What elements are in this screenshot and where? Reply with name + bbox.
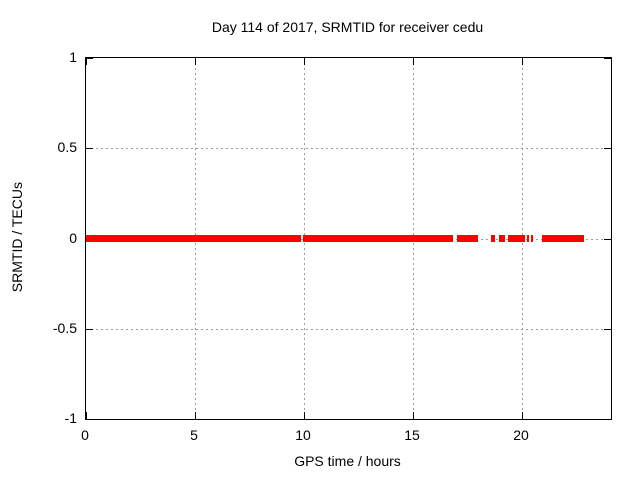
data-series-segment	[86, 235, 301, 242]
y-tick-left	[86, 148, 93, 149]
y-tick-label: 0	[69, 230, 77, 246]
y-tick-left	[86, 329, 93, 330]
y-gridline	[86, 148, 611, 149]
x-tick-label: 15	[404, 427, 420, 443]
x-tick-bottom	[304, 412, 305, 419]
data-series-segment	[303, 235, 453, 242]
x-tick-bottom	[413, 412, 414, 419]
x-tick-top	[522, 58, 523, 65]
x-tick-label: 5	[190, 427, 198, 443]
data-series-segment	[527, 235, 529, 242]
x-tick-top	[195, 58, 196, 65]
chart-title: Day 114 of 2017, SRMTID for receiver ced…	[211, 19, 484, 35]
y-tick-left	[86, 58, 93, 59]
x-tick-bottom	[86, 412, 87, 419]
y-tick-right	[604, 148, 611, 149]
x-tick-label: 20	[513, 427, 529, 443]
y-tick-right	[604, 419, 611, 420]
data-series-segment	[457, 235, 478, 242]
x-tick-top	[86, 58, 87, 65]
data-series-segment	[508, 235, 525, 242]
y-gridline	[86, 329, 611, 330]
y-tick-label: -1	[64, 410, 77, 426]
x-tick-label: 10	[295, 427, 311, 443]
data-series-segment	[491, 235, 495, 242]
x-tick-bottom	[522, 412, 523, 419]
plot-area	[85, 57, 612, 420]
y-tick-label: 1	[69, 49, 77, 65]
y-tick-right	[604, 329, 611, 330]
data-series-segment	[542, 235, 584, 242]
x-tick-label: 0	[81, 427, 89, 443]
y-tick-left	[86, 419, 93, 420]
x-axis-label: GPS time / hours	[294, 453, 401, 469]
y-tick-label: 0.5	[57, 139, 77, 155]
data-series-segment	[531, 235, 533, 242]
data-series-segment	[499, 235, 505, 242]
y-tick-label: -0.5	[52, 320, 77, 336]
y-tick-right	[604, 58, 611, 59]
x-tick-top	[413, 58, 414, 65]
x-tick-bottom	[195, 412, 196, 419]
y-tick-right	[604, 239, 611, 240]
x-tick-top	[304, 58, 305, 65]
